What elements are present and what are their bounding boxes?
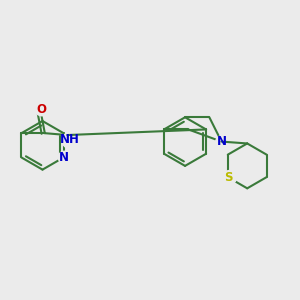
Text: O: O xyxy=(36,103,46,116)
Text: N: N xyxy=(217,135,226,148)
Text: NH: NH xyxy=(60,133,80,146)
Text: S: S xyxy=(224,171,233,184)
Text: N: N xyxy=(58,151,69,164)
